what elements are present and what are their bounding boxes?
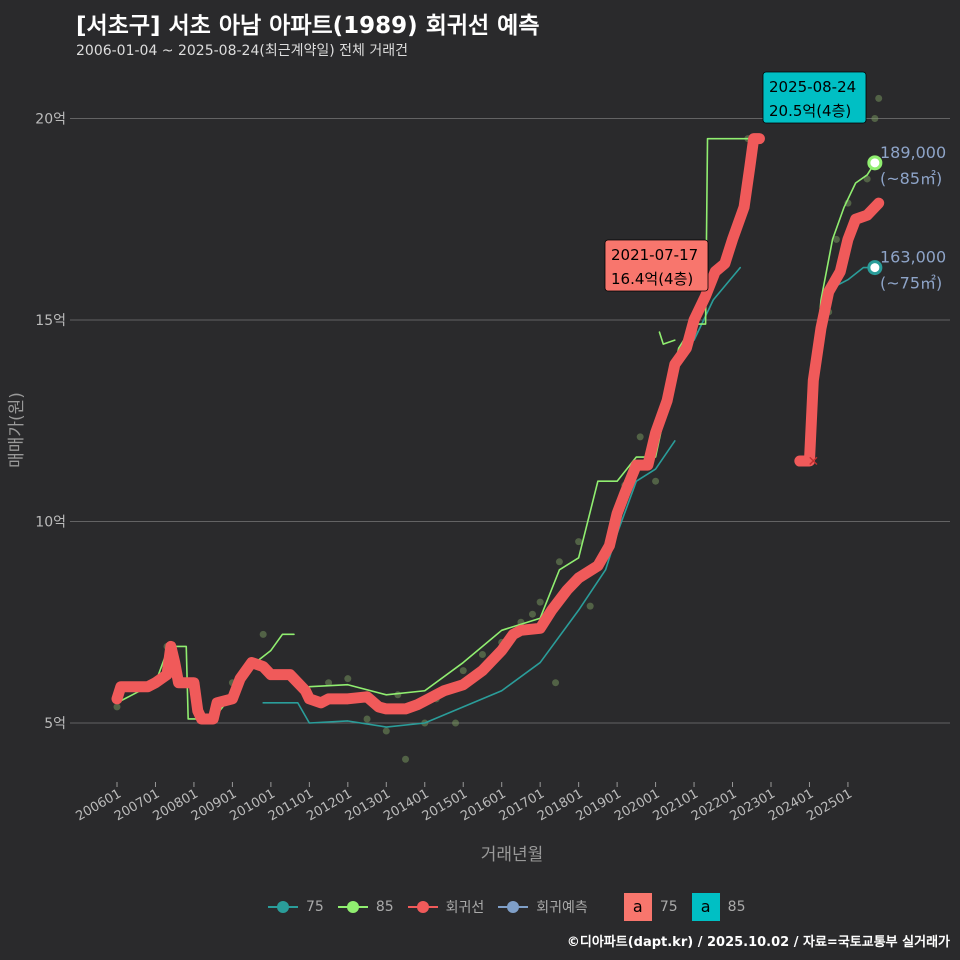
- annotation-date: 2025-08-24: [769, 78, 856, 96]
- end-marker: [867, 260, 883, 276]
- scatter-point: [259, 630, 267, 638]
- caption: ©디아파트(dapt.kr) / 2025.10.02 / 자료=국토교통부 실…: [566, 935, 950, 950]
- legend-swatch-75: [268, 900, 298, 914]
- y-tick-label: 20억: [35, 112, 66, 128]
- legend-label: 85: [375, 899, 394, 915]
- scatter-point: [382, 727, 390, 735]
- scatter-point: [586, 602, 594, 610]
- y-tick-label: 15억: [35, 313, 66, 329]
- series-line-85: [658, 331, 676, 345]
- legend-box-75: a: [623, 893, 652, 921]
- legend-label: 회귀예측: [536, 900, 588, 916]
- scatter-point: [863, 175, 871, 183]
- series-line-75: [262, 440, 676, 728]
- legend-label: 75: [306, 899, 324, 915]
- series-line-회귀선: [111, 133, 765, 725]
- scatter-point: [478, 650, 486, 658]
- end-area-label: (~85㎡): [880, 169, 942, 188]
- annotation-text: 16.4억(4층): [611, 270, 693, 288]
- x-marker-icon: ✕: [807, 454, 819, 470]
- end-value-label: 189,000: [880, 143, 946, 162]
- legend-box-label: 75: [659, 899, 678, 915]
- annotation-date: 2021-07-17: [611, 246, 698, 264]
- legend-box-85: a: [691, 893, 720, 921]
- scatter-point: [402, 755, 410, 763]
- scatter-point: [636, 433, 644, 441]
- legend-label: 회귀선: [445, 900, 485, 916]
- legend-box-label: 85: [727, 899, 746, 915]
- annotation-box: [604, 239, 709, 292]
- scatter-point: [325, 679, 333, 687]
- legend-swatch-85: [337, 900, 368, 914]
- scatter-point: [363, 715, 371, 723]
- y-tick-label: 10억: [35, 515, 66, 531]
- scatter-point: [832, 235, 840, 243]
- y-axis-label: 매매가(원): [7, 392, 27, 468]
- chart-subtitle: 2006-01-04 ~ 2025-08-24(최근계약일) 전체 거래건: [76, 43, 408, 59]
- series-line-75: [693, 266, 742, 341]
- scatter-point: [871, 115, 879, 122]
- y-tick-label: 5억: [44, 716, 66, 732]
- scatter-point: [552, 679, 560, 687]
- end-value-label: 163,000: [880, 248, 946, 267]
- legend-swatch-회귀예측: [498, 900, 529, 914]
- scatter-point: [528, 610, 536, 618]
- chart-title: [서초구] 서초 아남 아파트(1989) 회귀선 예측: [76, 13, 540, 39]
- end-area-label: (~75㎡): [880, 274, 942, 293]
- annotation-box: [762, 71, 867, 124]
- x-axis-label: 거래년월: [481, 845, 544, 865]
- scatter-point: [113, 703, 121, 711]
- scatter-point: [459, 667, 467, 675]
- scatter-point: [652, 477, 660, 485]
- legend-swatch-회귀선: [407, 900, 438, 914]
- scatter-point: [536, 598, 544, 606]
- scatter-point: [394, 691, 402, 699]
- scatter-point: [555, 558, 563, 566]
- end-marker: [867, 155, 883, 171]
- scatter-point: [575, 538, 583, 546]
- legend: 75 85 회귀선 회귀예측 a 75 a 85: [268, 893, 745, 921]
- series-line-회귀선: [794, 197, 885, 467]
- scatter-point: [344, 675, 352, 683]
- scatter-point: [452, 719, 460, 727]
- annotation-text: 20.5억(4층): [769, 102, 851, 120]
- scatter-point: [875, 94, 883, 102]
